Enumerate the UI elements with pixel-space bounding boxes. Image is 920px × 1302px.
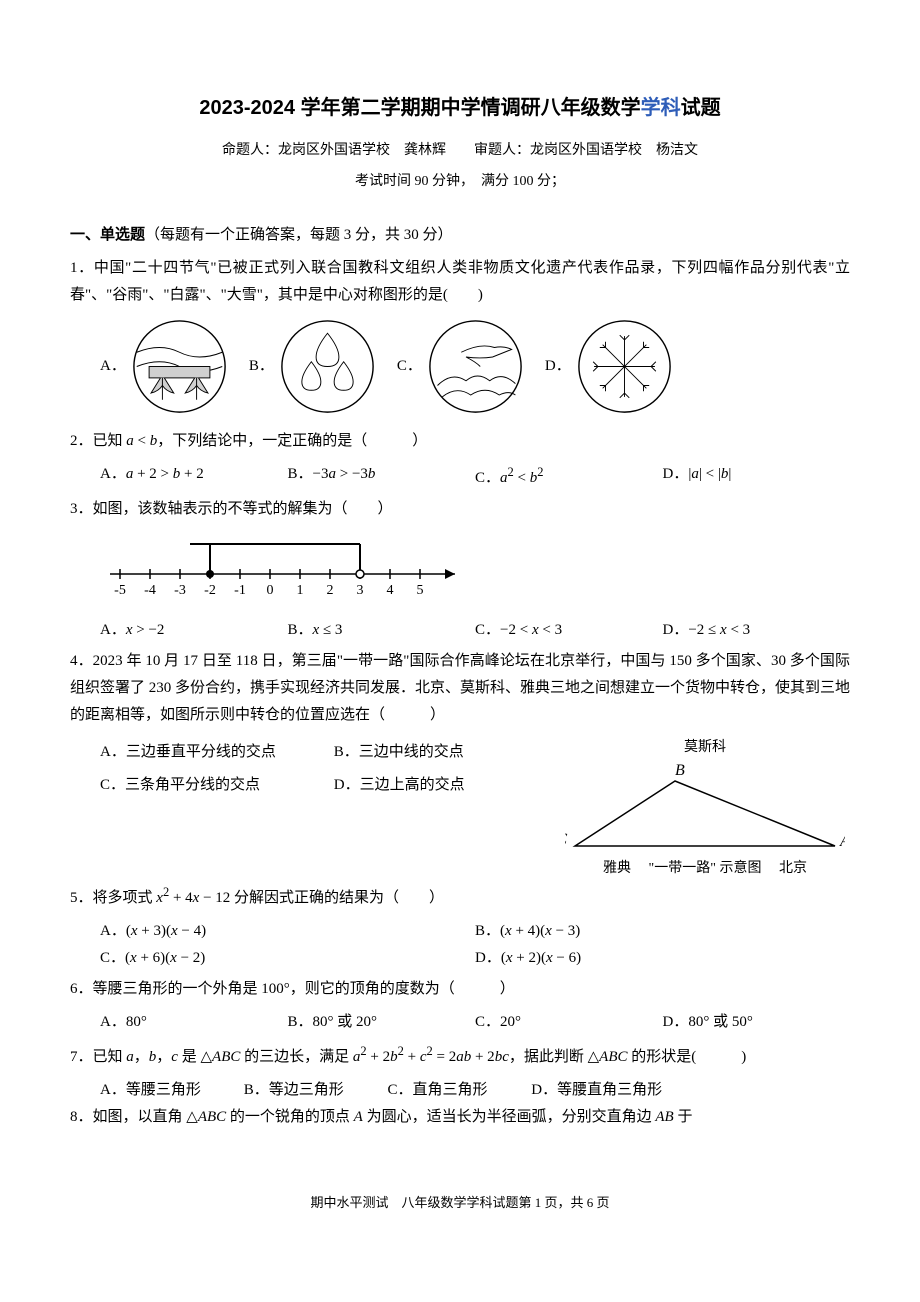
- svg-text:2: 2: [327, 583, 334, 598]
- q5-opt-c: C．(x + 6)(x − 2): [100, 945, 475, 972]
- q4-caption: "一带一路" 示意图: [649, 861, 762, 876]
- q5-opt-d: D．(x + 2)(x − 6): [475, 945, 850, 972]
- title-pre: 2023-2024 学年第二学期期中学情调研八年级数学: [199, 97, 640, 119]
- q1-image-spring: [132, 319, 227, 414]
- svg-text:-4: -4: [144, 583, 156, 598]
- q4-label-top: 莫斯科: [560, 735, 850, 760]
- q2-opt-c: C．a2 < b2: [475, 461, 663, 492]
- svg-text:4: 4: [387, 583, 394, 598]
- q6-opt-a: A．80°: [100, 1009, 288, 1036]
- question-2-options: A．a + 2 > b + 2 B．−3a > −3b C．a2 < b2 D．…: [100, 461, 850, 492]
- q3-opt-b: B．x ≤ 3: [288, 617, 476, 644]
- page-title: 2023-2024 学年第二学期期中学情调研八年级数学学科试题: [70, 90, 850, 126]
- q1-image-snow: [577, 319, 672, 414]
- section-1-title: 一、单选题: [70, 227, 145, 243]
- q3-opt-d: D．−2 ≤ x < 3: [663, 617, 851, 644]
- q4-label-right: 北京: [779, 861, 807, 876]
- question-7: 7．已知 a，b，c 是 △ABC 的三边长，满足 a2 + 2b2 + c2 …: [70, 1040, 850, 1071]
- question-5: 5．将多项式 x2 + 4x − 12 分解因式正确的结果为（ ）: [70, 881, 850, 912]
- q1-opt-a-label: A．: [100, 353, 126, 380]
- q5-opt-b: B．(x + 4)(x − 3): [475, 918, 850, 945]
- number-line-figure: -5 -4 -3 -2 -1 0 1 2 3 4 5: [100, 529, 850, 609]
- q4-opt-b: B．三边中线的交点: [334, 739, 464, 766]
- question-4: 4．2023 年 10 月 17 日至 118 日，第三届"一带一路"国际合作高…: [70, 648, 850, 729]
- question-8: 8．如图，以直角 △ABC 的一个锐角的顶点 A 为圆心，适当长为半径画弧，分别…: [70, 1104, 850, 1131]
- title-post: 试题: [681, 97, 721, 119]
- svg-text:0: 0: [267, 583, 274, 598]
- question-6-options: A．80° B．80° 或 20° C．20° D．80° 或 50°: [100, 1009, 850, 1036]
- q2-opt-d: D．|a| < |b|: [663, 461, 851, 492]
- question-7-options: A．等腰三角形 B．等边三角形 C．直角三角形 D．等腰直角三角形: [100, 1077, 850, 1104]
- q4-figure: 莫斯科 B C A 雅典 "一带一路" 示意图 北京: [560, 735, 850, 880]
- q4-opt-a: A．三边垂直平分线的交点: [100, 739, 330, 766]
- q1-image-rain: [280, 319, 375, 414]
- exam-info: 考试时间 90 分钟， 满分 100 分；: [70, 169, 850, 194]
- q3-opt-a: A．x > −2: [100, 617, 288, 644]
- svg-text:5: 5: [417, 583, 424, 598]
- q2-opt-a: A．a + 2 > b + 2: [100, 461, 288, 492]
- q5-opt-a: A．(x + 3)(x − 4): [100, 918, 475, 945]
- q7-opt-d: D．等腰直角三角形: [531, 1077, 662, 1104]
- q6-opt-c: C．20°: [475, 1009, 663, 1036]
- q1-image-dew: [428, 319, 523, 414]
- section-1-header: 一、单选题（每题有一个正确答案，每题 3 分，共 30 分）: [70, 222, 850, 249]
- section-1-note: （每题有一个正确答案，每题 3 分，共 30 分）: [145, 227, 453, 243]
- q1-opt-d-label: D．: [545, 353, 571, 380]
- svg-text:C: C: [565, 831, 567, 848]
- question-6: 6．等腰三角形的一个外角是 100°，则它的顶角的度数为（ ）: [70, 976, 850, 1003]
- svg-text:-2: -2: [204, 583, 216, 598]
- title-highlight: 学科: [641, 97, 681, 119]
- q7-opt-c: C．直角三角形: [388, 1077, 528, 1104]
- q1-opt-c-label: C．: [397, 353, 422, 380]
- q6-opt-d: D．80° 或 50°: [663, 1009, 851, 1036]
- question-2: 2．已知 a < b，下列结论中，一定正确的是（ ）: [70, 428, 850, 455]
- svg-text:-5: -5: [114, 583, 126, 598]
- authors-line: 命题人：龙岗区外国语学校 龚林辉 审题人：龙岗区外国语学校 杨洁文: [70, 138, 850, 163]
- q7-opt-a: A．等腰三角形: [100, 1077, 240, 1104]
- question-5-options: A．(x + 3)(x − 4) B．(x + 4)(x − 3) C．(x +…: [100, 918, 850, 972]
- page-footer: 期中水平测试 八年级数学学科试题第 1 页，共 6 页: [70, 1191, 850, 1214]
- question-3: 3．如图，该数轴表示的不等式的解集为（ ）: [70, 496, 850, 523]
- q7-opt-b: B．等边三角形: [244, 1077, 384, 1104]
- svg-text:-3: -3: [174, 583, 186, 598]
- q4-opt-c: C．三条角平分线的交点: [100, 772, 330, 799]
- question-1: 1．中国"二十四节气"已被正式列入联合国教科文组织人类非物质文化遗产代表作品录，…: [70, 255, 850, 309]
- q6-opt-b: B．80° 或 20°: [288, 1009, 476, 1036]
- q4-label-left: 雅典: [603, 861, 631, 876]
- q4-opt-d: D．三边上高的交点: [334, 772, 465, 799]
- question-3-options: A．x > −2 B．x ≤ 3 C．−2 < x < 3 D．−2 ≤ x <…: [100, 617, 850, 644]
- q3-opt-c: C．−2 < x < 3: [475, 617, 663, 644]
- q1-opt-b-label: B．: [249, 353, 274, 380]
- question-1-options: A． B． C． D．: [100, 319, 850, 414]
- svg-text:1: 1: [297, 583, 304, 598]
- svg-text:-1: -1: [234, 583, 246, 598]
- q4-caption-row: 雅典 "一带一路" 示意图 北京: [560, 856, 850, 881]
- svg-text:3: 3: [357, 583, 364, 598]
- q2-opt-b: B．−3a > −3b: [288, 461, 476, 492]
- svg-text:B: B: [675, 762, 685, 779]
- svg-text:A: A: [839, 833, 845, 850]
